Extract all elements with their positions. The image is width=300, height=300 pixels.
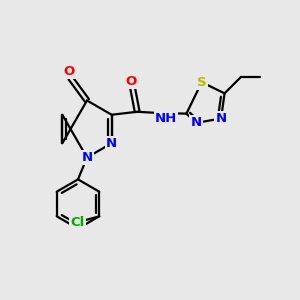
Text: NH: NH	[155, 112, 177, 125]
Text: N: N	[81, 151, 93, 164]
Text: Cl: Cl	[70, 216, 85, 229]
Text: N: N	[215, 112, 226, 125]
Text: N: N	[106, 137, 117, 150]
Text: O: O	[126, 75, 137, 88]
Text: S: S	[197, 76, 207, 89]
Text: O: O	[63, 65, 75, 78]
Text: N: N	[190, 116, 202, 129]
